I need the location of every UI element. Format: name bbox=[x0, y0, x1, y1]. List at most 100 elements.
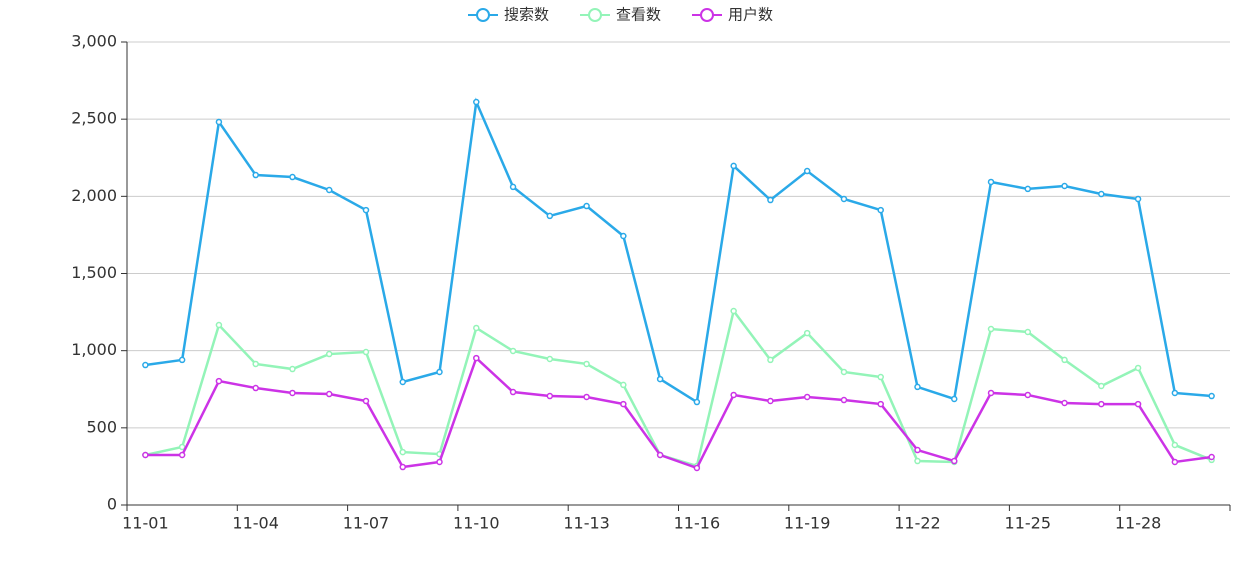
data-point bbox=[178, 451, 186, 459]
data-point bbox=[252, 171, 259, 179]
data-point bbox=[951, 395, 958, 403]
data-point bbox=[1098, 400, 1105, 408]
data-point bbox=[362, 348, 370, 356]
data-point bbox=[583, 202, 590, 210]
x-tick-label: 11-10 bbox=[453, 514, 500, 533]
data-point bbox=[987, 178, 995, 186]
series-line bbox=[145, 97, 1212, 405]
data-point bbox=[620, 381, 627, 389]
data-point bbox=[583, 360, 590, 368]
data-point bbox=[1134, 364, 1142, 372]
data-point bbox=[803, 167, 811, 175]
y-tick-label: 2,000 bbox=[71, 186, 117, 205]
data-point bbox=[730, 162, 737, 170]
data-point bbox=[914, 383, 921, 391]
data-point bbox=[656, 375, 664, 383]
data-point bbox=[215, 118, 223, 126]
data-point bbox=[877, 373, 884, 381]
data-point bbox=[877, 206, 884, 214]
data-point bbox=[473, 324, 480, 332]
data-point bbox=[1098, 190, 1105, 198]
data-point bbox=[362, 206, 370, 214]
y-tick-label: 1,000 bbox=[71, 340, 117, 359]
data-point bbox=[803, 393, 811, 401]
data-point bbox=[840, 195, 848, 203]
x-tick-label: 11-04 bbox=[232, 514, 279, 533]
data-point bbox=[620, 232, 627, 240]
data-point bbox=[840, 368, 848, 376]
data-point bbox=[1098, 382, 1105, 390]
data-point bbox=[436, 368, 443, 376]
data-point bbox=[546, 392, 554, 400]
data-point bbox=[289, 365, 296, 373]
data-point bbox=[767, 397, 774, 405]
y-tick-label: 3,000 bbox=[71, 32, 117, 51]
data-point bbox=[473, 98, 480, 106]
x-tick-label: 11-13 bbox=[563, 514, 610, 533]
data-point bbox=[620, 400, 627, 408]
data-point bbox=[252, 384, 259, 392]
data-point bbox=[914, 446, 921, 454]
data-point bbox=[1061, 399, 1068, 407]
data-point bbox=[1208, 453, 1215, 461]
data-point bbox=[289, 173, 296, 181]
data-point bbox=[877, 400, 884, 408]
data-point bbox=[325, 390, 333, 398]
legend-label: 搜索数 bbox=[504, 6, 549, 24]
data-point bbox=[803, 329, 811, 337]
x-tick-label: 11-22 bbox=[894, 514, 941, 533]
data-point bbox=[362, 397, 370, 405]
data-point bbox=[583, 393, 590, 401]
data-point bbox=[509, 183, 517, 191]
y-tick-label: 1,500 bbox=[71, 263, 117, 282]
data-point bbox=[1208, 392, 1215, 400]
x-tick-label: 11-19 bbox=[784, 514, 831, 533]
data-point bbox=[178, 443, 186, 451]
data-point bbox=[1024, 328, 1032, 336]
data-point bbox=[325, 350, 333, 358]
x-tick-label: 11-07 bbox=[343, 514, 390, 533]
data-point bbox=[840, 396, 848, 404]
series-line bbox=[145, 355, 1212, 470]
y-tick-label: 2,500 bbox=[71, 109, 117, 128]
data-point bbox=[767, 356, 774, 364]
data-point bbox=[951, 457, 958, 465]
data-point bbox=[546, 355, 554, 363]
data-point bbox=[215, 377, 223, 385]
data-point bbox=[1061, 356, 1068, 364]
data-point bbox=[914, 457, 921, 465]
legend-marker bbox=[476, 8, 490, 22]
data-point bbox=[1171, 389, 1179, 397]
data-point bbox=[987, 389, 995, 397]
data-point bbox=[987, 325, 995, 333]
data-point bbox=[399, 448, 406, 456]
x-tick-label: 11-25 bbox=[1005, 514, 1052, 533]
data-point bbox=[546, 212, 554, 220]
legend-label: 用户数 bbox=[728, 6, 773, 24]
data-point bbox=[693, 398, 701, 406]
x-tick-label: 11-28 bbox=[1115, 514, 1162, 533]
data-point bbox=[509, 347, 517, 355]
y-tick-label: 500 bbox=[86, 417, 117, 436]
x-tick-label: 11-01 bbox=[122, 514, 169, 533]
series-line bbox=[145, 308, 1213, 468]
data-point bbox=[325, 186, 333, 194]
data-point bbox=[1134, 195, 1142, 203]
y-tick-label: 0 bbox=[107, 495, 117, 514]
data-point bbox=[142, 361, 149, 369]
data-point bbox=[767, 196, 774, 204]
data-point bbox=[730, 391, 737, 399]
data-point bbox=[1134, 400, 1142, 408]
data-point bbox=[1024, 185, 1032, 193]
x-tick-label: 11-16 bbox=[674, 514, 721, 533]
data-point bbox=[252, 360, 259, 368]
data-point bbox=[178, 356, 186, 364]
legend-label: 查看数 bbox=[616, 6, 661, 24]
data-point bbox=[1171, 458, 1179, 466]
data-point bbox=[399, 378, 406, 386]
data-point bbox=[730, 307, 737, 315]
data-point bbox=[289, 389, 296, 397]
data-point bbox=[693, 464, 701, 472]
data-point bbox=[399, 463, 406, 471]
